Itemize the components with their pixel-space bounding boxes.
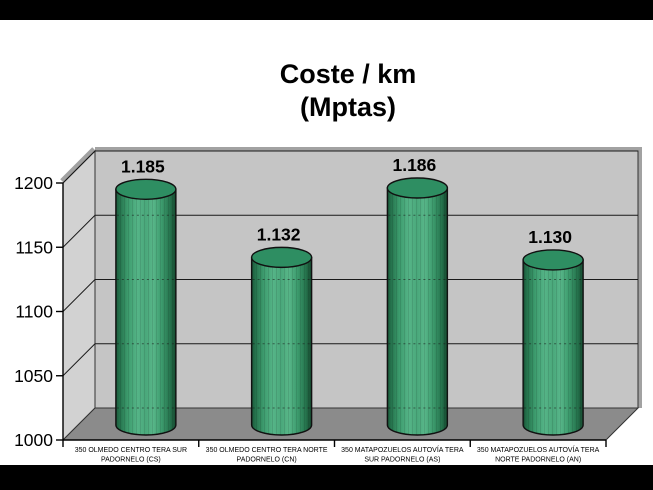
y-tick-label-0: 1000 — [14, 430, 53, 450]
category-label-2-line2: SUR PADORNELO (AS) — [364, 457, 440, 464]
chart-title-line1: Coste / km — [279, 59, 417, 89]
y-tick-label-3: 1150 — [15, 237, 53, 257]
y-tick-label-4: 1200 — [14, 173, 53, 193]
cylinder-shading-1 — [251, 257, 312, 435]
cylinder-shading-3 — [523, 259, 584, 435]
chart-title: Coste / km (Mptas) — [280, 58, 417, 124]
letterbox-bottom — [0, 465, 653, 490]
category-label-3-line1: 350 MATAPOZUELOS AUTOVÍA TERA — [477, 445, 600, 454]
value-label-3: 1.130 — [528, 227, 572, 247]
category-label-1-line1: 350 OLMEDO CENTRO TERA NORTE — [206, 447, 328, 454]
wall-edge-top — [95, 147, 642, 151]
cylinder-top-3 — [522, 249, 584, 271]
cylinder-shading-0 — [115, 189, 176, 435]
category-label-2-line1: 350 MATAPOZUELOS AUTOVÍA TERA — [341, 445, 464, 454]
wall-edge-diagonal — [60, 147, 96, 183]
gridline-side — [62, 150, 96, 184]
gridline-side — [62, 214, 96, 248]
value-label-0: 1.185 — [121, 156, 165, 176]
category-label-0-line2: PADORNELO (CS) — [101, 457, 161, 464]
cylinder-top-2 — [386, 177, 449, 199]
cylinder-top-1 — [250, 246, 313, 269]
y-tick-label-2: 1100 — [15, 302, 53, 322]
cylinder-bar-chart: 1.185 1.132 1.186 1.130 1000 1050 1100 1150 1200… — [14, 147, 642, 464]
letterbox-top — [0, 0, 653, 20]
chart-title-line2: (Mptas) — [299, 92, 396, 122]
gridline-side — [62, 279, 96, 312]
category-label-1-line2: PADORNELO (CN) — [237, 457, 297, 464]
y-tick-label-1: 1050 — [14, 366, 53, 386]
category-label-3-line2: NORTE PADORNELO (AN) — [495, 457, 581, 464]
wall-edge-right — [638, 147, 642, 408]
value-label-1: 1.132 — [257, 224, 301, 244]
slide: Coste / km (Mptas) 1.185 1.132 1.186 1.130 1… — [0, 20, 653, 465]
cylinder-top-0 — [115, 178, 177, 200]
category-label-0-line1: 350 OLMEDO CENTRO TERA SUR — [75, 447, 187, 454]
cylinder-shading-2 — [387, 187, 448, 435]
value-label-2: 1.186 — [392, 155, 436, 175]
gridline-side — [62, 343, 96, 377]
